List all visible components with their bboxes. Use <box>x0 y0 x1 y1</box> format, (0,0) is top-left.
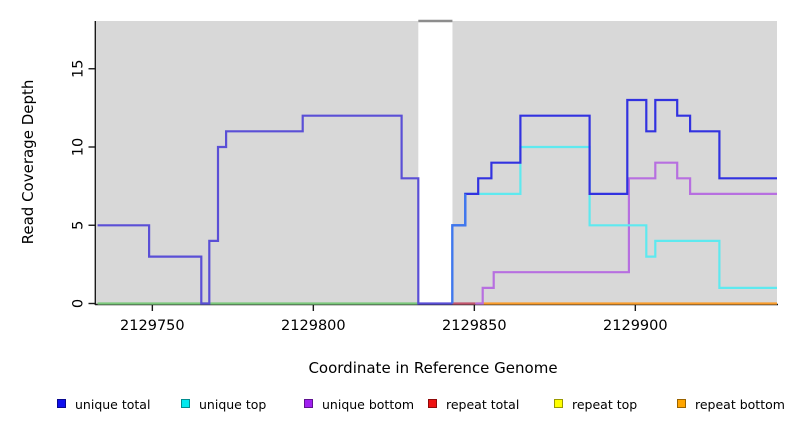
legend-swatch-unique-top <box>181 399 190 408</box>
legend-swatch-repeat-bottom <box>677 399 686 408</box>
x-axis-title: Coordinate in Reference Genome <box>308 359 557 377</box>
x-tick-label: 2129750 <box>120 318 185 334</box>
y-tick-label: 5 <box>71 221 87 230</box>
series-unique-bottom <box>475 161 777 305</box>
legend-label-unique-bottom: unique bottom <box>322 396 415 412</box>
legend-swatch-repeat-total <box>428 399 437 408</box>
x-tick-label: 2129850 <box>442 318 507 334</box>
series-unique-total-right <box>451 98 777 304</box>
series-unique-total-left <box>97 114 453 305</box>
legend-swatch-unique-total <box>57 399 66 408</box>
y-tick-label: 15 <box>71 60 87 78</box>
legend-label-repeat-top: repeat top <box>572 396 638 412</box>
legend-label-unique-top: unique top <box>199 396 267 412</box>
x-tick-label: 2129800 <box>281 318 346 334</box>
y-axis-title: Read Coverage Depth <box>19 80 37 245</box>
series-unique-total-rise-overlap <box>451 193 467 304</box>
masked-gap-region <box>418 20 453 303</box>
y-tick-label: 0 <box>71 299 87 308</box>
legend-label-unique-total: unique total <box>75 396 151 412</box>
legend-swatch-unique-bottom <box>304 399 313 408</box>
legend-label-repeat-total: repeat total <box>446 396 520 412</box>
y-tick-label: 10 <box>71 138 87 156</box>
legend-swatch-repeat-top <box>554 399 563 408</box>
x-tick-label: 2129900 <box>603 318 668 334</box>
legend-label-repeat-bottom: repeat bottom <box>695 396 785 412</box>
